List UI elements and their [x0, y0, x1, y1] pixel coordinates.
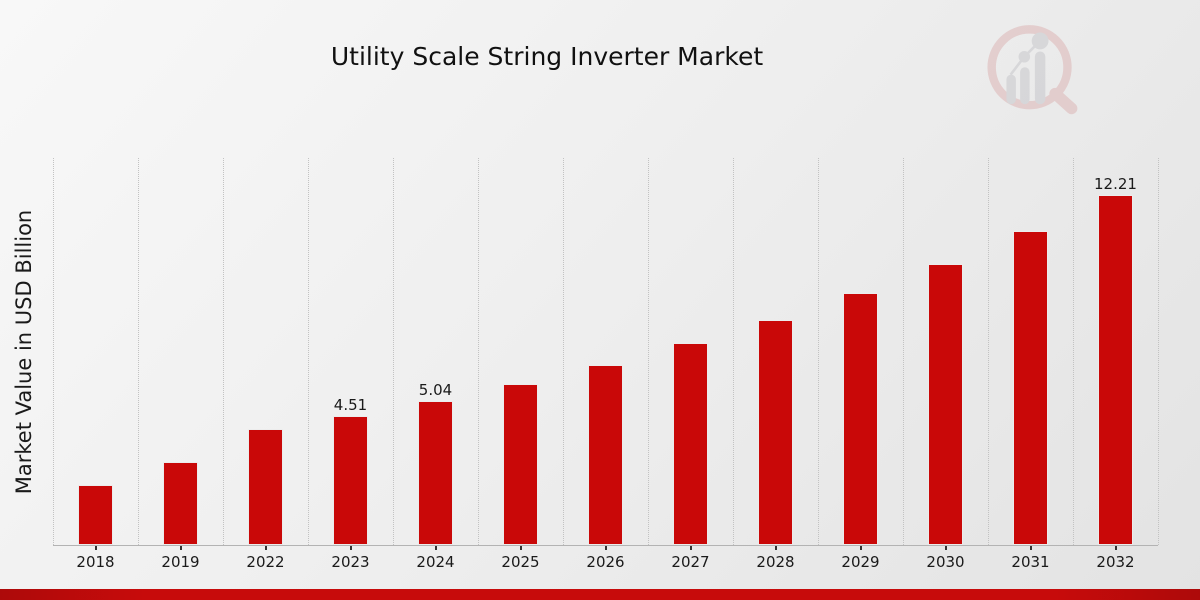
bar-2018	[78, 485, 113, 545]
x-tick-label-2027: 2027	[671, 553, 710, 571]
bar-2024	[418, 401, 453, 545]
chart-title: Utility Scale String Inverter Market	[330, 42, 764, 71]
x-axis-line	[53, 545, 1158, 546]
gridline	[988, 158, 989, 545]
x-tick-label-2032: 2032	[1096, 553, 1135, 571]
trend-bars-icon	[1006, 32, 1049, 105]
gridline	[903, 158, 904, 545]
bar-2028	[758, 320, 793, 545]
x-tick	[945, 546, 947, 550]
x-tick-label-2024: 2024	[416, 553, 455, 571]
gridline	[478, 158, 479, 545]
y-axis-title: Market Value in USD Billion	[12, 209, 36, 495]
x-tick-label-2029: 2029	[841, 553, 880, 571]
x-tick-label-2018: 2018	[76, 553, 115, 571]
bar-2030	[928, 264, 963, 545]
gridline	[53, 158, 54, 545]
bar-2031	[1013, 231, 1048, 545]
gridline	[818, 158, 819, 545]
x-tick-label-2030: 2030	[926, 553, 965, 571]
bar-2029	[843, 293, 878, 545]
bar-2019	[163, 462, 198, 545]
x-tick	[605, 546, 607, 550]
x-tick-label-2022: 2022	[246, 553, 285, 571]
x-tick-label-2019: 2019	[161, 553, 200, 571]
bar-2032	[1098, 195, 1133, 545]
x-tick-label-2025: 2025	[501, 553, 540, 571]
gridline	[308, 158, 309, 545]
x-tick	[860, 546, 862, 550]
brand-watermark	[987, 25, 1078, 115]
x-tick	[180, 546, 182, 550]
gridline	[733, 158, 734, 545]
x-tick	[520, 546, 522, 550]
gridline	[223, 158, 224, 545]
bar-2025	[503, 384, 538, 545]
bar-2027	[673, 343, 708, 545]
x-tick	[775, 546, 777, 550]
x-tick-label-2023: 2023	[331, 553, 370, 571]
gridline	[1073, 158, 1074, 545]
data-label-2024: 5.04	[418, 381, 453, 399]
gridline	[1158, 158, 1159, 545]
data-label-2032: 12.21	[1094, 175, 1137, 193]
gridline	[393, 158, 394, 545]
x-tick	[1030, 546, 1032, 550]
footer-accent-bar	[0, 589, 1200, 600]
gridline	[563, 158, 564, 545]
x-tick	[265, 546, 267, 550]
x-tick-label-2026: 2026	[586, 553, 625, 571]
x-tick	[350, 546, 352, 550]
magnifier-icon	[987, 25, 1078, 115]
x-tick	[1115, 546, 1117, 550]
x-tick-label-2031: 2031	[1011, 553, 1050, 571]
bar-2022	[248, 429, 283, 545]
x-tick	[95, 546, 97, 550]
x-tick	[690, 546, 692, 550]
bar-2023	[333, 416, 368, 545]
gridline	[648, 158, 649, 545]
bar-2026	[588, 365, 623, 545]
gridline	[138, 158, 139, 545]
x-tick	[435, 546, 437, 550]
data-label-2023: 4.51	[333, 396, 368, 414]
x-tick-label-2028: 2028	[756, 553, 795, 571]
plot-area	[53, 158, 1159, 545]
